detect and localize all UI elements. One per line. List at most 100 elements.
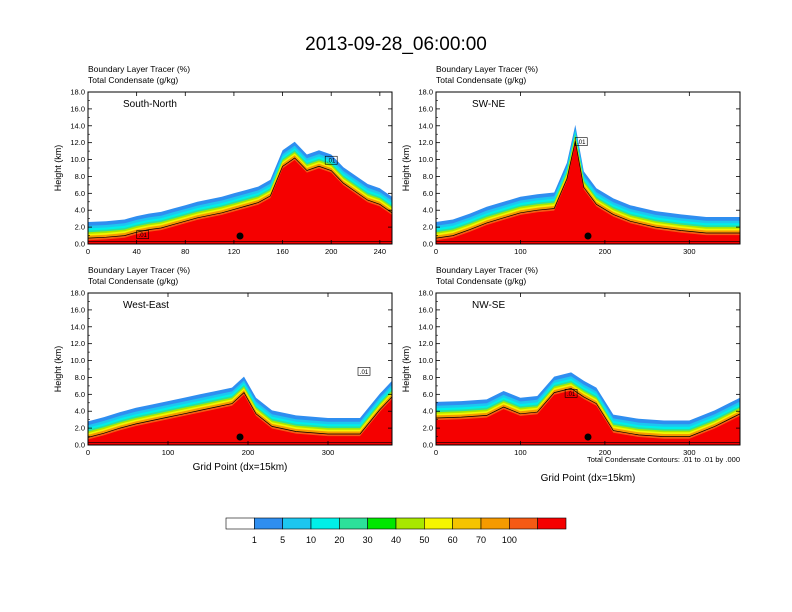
y-tick-label: 8.0: [423, 373, 433, 382]
colorbar-swatch: [339, 517, 368, 530]
y-tick-label: 14.0: [418, 322, 433, 331]
y-tick-label: 2.0: [75, 424, 85, 433]
x-tick-label: 200: [325, 247, 338, 256]
y-tick-label: 16.0: [70, 305, 85, 314]
colorbar-swatch: [225, 517, 255, 530]
colorbar-swatch: [367, 517, 397, 530]
x-tick-label: 0: [86, 448, 90, 457]
contour-label: .01: [139, 233, 148, 239]
plot-area: .01: [88, 367, 392, 445]
panel-title-condensate: Total Condensate (g/kg): [88, 75, 178, 85]
panel-title-tracer: Boundary Layer Tracer (%): [88, 265, 190, 275]
plot-area: .01 .01: [88, 141, 392, 244]
colorbar-label: 20: [334, 535, 344, 545]
panel-nw-se: .01 0.0 2.0 4.0 6.0 8.0 10.0 12.0 14.0 16.0 18.0 0 1…: [401, 265, 741, 484]
x-tick-label: 200: [242, 448, 255, 457]
y-axis-label: Height (km): [401, 346, 411, 393]
y-tick-label: 14.0: [418, 121, 433, 130]
x-tick-label: 100: [514, 247, 527, 256]
x-tick-label: 240: [374, 247, 387, 256]
contour-label: .01: [360, 370, 369, 376]
y-axis-label: Height (km): [401, 145, 411, 192]
panel-label: NW-SE: [472, 300, 505, 311]
x-tick-label: 0: [86, 247, 90, 256]
y-tick-label: 14.0: [70, 322, 85, 331]
y-tick-label: 18.0: [70, 289, 85, 298]
colorbar-swatch: [452, 517, 482, 530]
y-tick-label: 12.0: [418, 339, 433, 348]
x-tick-label: 300: [322, 448, 335, 457]
condensate-contour: [88, 392, 392, 438]
y-tick-label: 10.0: [418, 356, 433, 365]
y-tick-label: 4.0: [423, 206, 433, 215]
contour-label-box: [574, 137, 588, 146]
panel-title-tracer: Boundary Layer Tracer (%): [436, 64, 538, 74]
plot-area: .01: [436, 124, 740, 244]
colorbar-labels: 1 5 10 20 30 40 50 60 70 100: [252, 535, 517, 545]
panel-label: SW-NE: [472, 99, 505, 110]
y-tick-label: 0.0: [75, 240, 85, 249]
panel-south-north: .01 .01 0.0 2.0 4.0 6.0 8.0 10.0 12.0 14.0 16.0 18.…: [53, 64, 393, 256]
x-tick-label: 300: [683, 448, 696, 457]
colorbar-swatch: [310, 517, 340, 530]
y-tick-label: 12.0: [418, 138, 433, 147]
colorbar-swatch: [480, 517, 510, 530]
colorbar-swatch: [395, 517, 425, 530]
y-tick-label: 6.0: [423, 189, 433, 198]
y-tick-label: 4.0: [75, 206, 85, 215]
location-marker: [584, 232, 592, 240]
x-tick-label: 300: [683, 247, 696, 256]
y-tick-label: 0.0: [423, 441, 433, 450]
y-tick-label: 16.0: [418, 305, 433, 314]
colorbar-swatch: [254, 517, 283, 530]
panel-title-tracer: Boundary Layer Tracer (%): [88, 64, 190, 74]
colorbar: 1 5 10 20 30 40 50 60 70 100: [225, 517, 567, 545]
location-marker: [584, 433, 592, 441]
colorbar-label: 1: [252, 535, 257, 545]
y-tick-label: 8.0: [75, 172, 85, 181]
x-axis-label: Grid Point (dx=15km): [541, 473, 636, 484]
x-tick-label: 0: [434, 448, 438, 457]
colorbar-label: 40: [391, 535, 401, 545]
y-tick-label: 14.0: [70, 121, 85, 130]
colorbar-label: 30: [363, 535, 373, 545]
x-tick-label: 40: [132, 247, 140, 256]
x-tick-label: 0: [434, 247, 438, 256]
y-tick-label: 18.0: [70, 88, 85, 97]
y-tick-label: 16.0: [70, 104, 85, 113]
colorbar-swatch: [537, 517, 567, 530]
panel-label: South-North: [123, 99, 177, 110]
tracer-band: [88, 160, 392, 244]
contour-label: .01: [327, 159, 336, 165]
colorbar-swatch: [509, 517, 538, 530]
colorbar-label: 100: [502, 535, 517, 545]
tracer-band: [88, 394, 392, 445]
x-tick-label: 120: [228, 247, 241, 256]
contour-label-box: [564, 389, 578, 398]
x-tick-label: 80: [181, 247, 189, 256]
x-tick-label: 160: [276, 247, 289, 256]
colorbar-label: 10: [306, 535, 316, 545]
y-tick-label: 10.0: [418, 155, 433, 164]
x-tick-label: 200: [599, 448, 612, 457]
y-tick-label: 2.0: [75, 223, 85, 232]
colorbar-label: 5: [280, 535, 285, 545]
tracer-band: [436, 390, 740, 445]
x-tick-label: 100: [514, 448, 527, 457]
contour-label: .01: [577, 140, 586, 146]
x-tick-label: 100: [162, 448, 175, 457]
colorbar-swatch: [424, 517, 453, 530]
condensate-contour: [436, 140, 740, 239]
contour-note: Total Condensate Contours: .01 to .01 by…: [587, 455, 740, 464]
plot-area: .01: [436, 372, 740, 445]
y-tick-label: 10.0: [70, 155, 85, 164]
contour-label: .01: [567, 392, 576, 398]
panel-title-condensate: Total Condensate (g/kg): [88, 276, 178, 286]
y-tick-label: 4.0: [75, 407, 85, 416]
contour-label-box: [357, 367, 371, 376]
panel-west-east: .01 0.0 2.0 4.0 6.0 8.0 10.0 12.0 14.0 16.0 18.0 0 1…: [53, 265, 393, 473]
y-tick-label: 12.0: [70, 138, 85, 147]
condensate-contour: [88, 157, 392, 239]
panel-title-tracer: Boundary Layer Tracer (%): [436, 265, 538, 275]
